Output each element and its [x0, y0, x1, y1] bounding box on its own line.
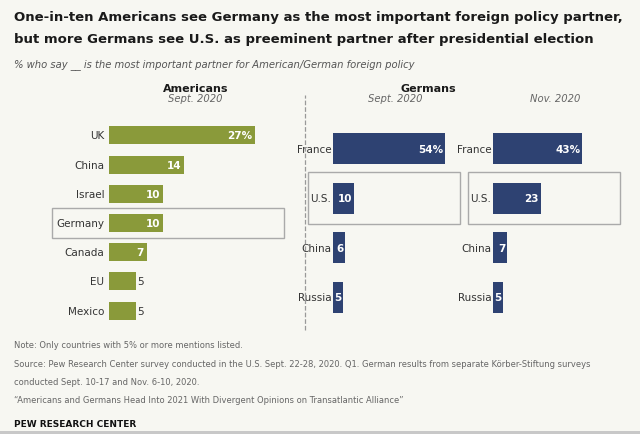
- Text: EU: EU: [90, 277, 104, 287]
- Text: Canada: Canada: [65, 248, 104, 258]
- Text: U.S.: U.S.: [310, 194, 331, 204]
- Bar: [468, 173, 620, 224]
- Text: Mexico: Mexico: [68, 306, 104, 316]
- Text: Israel: Israel: [76, 189, 104, 199]
- Text: 54%: 54%: [419, 145, 444, 155]
- Text: 43%: 43%: [556, 145, 580, 155]
- Bar: [333, 233, 346, 263]
- Bar: [493, 184, 541, 214]
- Text: Sept. 2020: Sept. 2020: [168, 93, 223, 103]
- Text: Germans: Germans: [401, 84, 456, 94]
- Text: China: China: [74, 160, 104, 170]
- Bar: [109, 273, 136, 291]
- Text: 14: 14: [167, 160, 182, 170]
- Text: Nov. 2020: Nov. 2020: [531, 93, 580, 103]
- Text: 7: 7: [136, 248, 144, 258]
- Text: 10: 10: [146, 219, 160, 228]
- Text: 5: 5: [494, 293, 502, 302]
- Text: 6: 6: [337, 243, 344, 253]
- Text: Russia: Russia: [458, 293, 491, 302]
- Text: France: France: [296, 145, 331, 155]
- Text: % who say __ is the most important partner for American/German foreign policy: % who say __ is the most important partn…: [14, 59, 415, 69]
- Text: but more Germans see U.S. as preeminent partner after presidential election: but more Germans see U.S. as preeminent …: [14, 33, 594, 46]
- Bar: [493, 233, 508, 263]
- Bar: [109, 127, 255, 145]
- Text: Germany: Germany: [56, 219, 104, 228]
- Text: Note: Only countries with 5% or more mentions listed.: Note: Only countries with 5% or more men…: [14, 341, 243, 350]
- Text: PEW RESEARCH CENTER: PEW RESEARCH CENTER: [14, 419, 136, 428]
- Text: France: France: [456, 145, 491, 155]
- Text: 5: 5: [334, 293, 342, 302]
- Text: 23: 23: [524, 194, 539, 204]
- Text: China: China: [461, 243, 491, 253]
- Text: Americans: Americans: [163, 84, 228, 94]
- Bar: [109, 185, 163, 204]
- Bar: [493, 283, 503, 313]
- Bar: [109, 156, 184, 174]
- Bar: [493, 134, 582, 164]
- Text: 27%: 27%: [227, 131, 252, 141]
- Text: One-in-ten Americans see Germany as the most important foreign policy partner,: One-in-ten Americans see Germany as the …: [14, 11, 623, 24]
- Bar: [308, 173, 460, 224]
- Bar: [109, 243, 147, 262]
- Text: conducted Sept. 10-17 and Nov. 6-10, 2020.: conducted Sept. 10-17 and Nov. 6-10, 202…: [14, 377, 200, 386]
- Text: Sept. 2020: Sept. 2020: [367, 93, 422, 103]
- Text: 5: 5: [138, 306, 144, 316]
- Text: Russia: Russia: [298, 293, 331, 302]
- Bar: [52, 208, 284, 239]
- Text: 5: 5: [138, 277, 144, 287]
- Text: Source: Pew Research Center survey conducted in the U.S. Sept. 22-28, 2020. Q1. : Source: Pew Research Center survey condu…: [14, 359, 591, 368]
- Bar: [333, 134, 445, 164]
- Bar: [333, 184, 354, 214]
- Text: China: China: [301, 243, 331, 253]
- Bar: [109, 214, 163, 233]
- Text: “Americans and Germans Head Into 2021 With Divergent Opinions on Transatlantic A: “Americans and Germans Head Into 2021 Wi…: [14, 395, 404, 404]
- Text: 10: 10: [146, 189, 160, 199]
- Bar: [333, 283, 343, 313]
- Text: 10: 10: [337, 194, 352, 204]
- Text: UK: UK: [90, 131, 104, 141]
- Text: U.S.: U.S.: [470, 194, 491, 204]
- Text: 7: 7: [499, 243, 506, 253]
- Bar: [109, 302, 136, 320]
